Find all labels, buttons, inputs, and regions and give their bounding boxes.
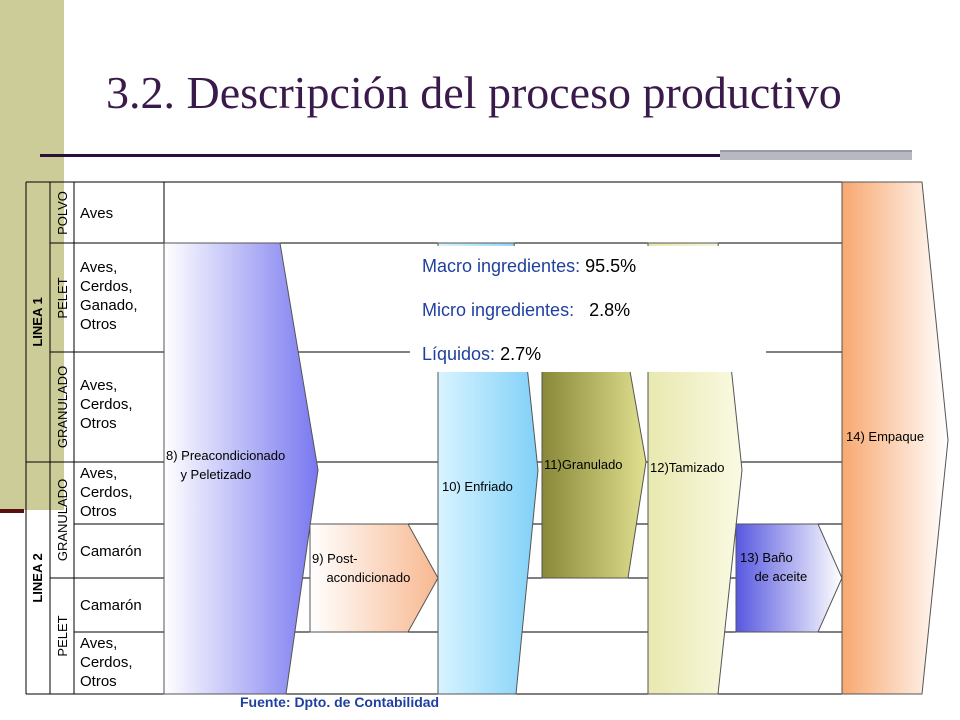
animal-cell: Aves, Cerdos, Otros xyxy=(80,377,137,432)
type-polvo-label: POLVO xyxy=(55,191,70,235)
process-13-shape xyxy=(735,523,843,633)
type-pelet-label: PELET xyxy=(55,277,70,318)
process-12-label: 12)Tamizado xyxy=(650,460,724,475)
process-8-shape xyxy=(163,242,319,695)
ingredient-liquids: Líquidos: 2.7% xyxy=(422,344,542,364)
sidebar-band xyxy=(0,0,64,510)
animal-cell: Aves, Cerdos, Otros xyxy=(80,465,137,520)
animal-cell: Aves xyxy=(80,205,113,222)
type-granulado-label: GRANULADO xyxy=(55,366,70,448)
line-2-label: LINEA 2 xyxy=(30,553,45,602)
title-underline xyxy=(40,154,720,157)
process-11-label: 11)Granulado xyxy=(544,457,623,472)
animal-cell: Camarón xyxy=(80,543,142,560)
process-9-label: 9) Post- acondicionado xyxy=(0,0,421,585)
accent-rule xyxy=(0,509,24,513)
ingredient-macro: Macro ingredientes: 95.5% xyxy=(422,256,637,276)
line-1-label: LINEA 1 xyxy=(30,297,45,346)
process-13-label: 13) Baño de aceite xyxy=(740,550,807,584)
ingredient-micro: Micro ingredientes: 2.8% xyxy=(422,300,631,320)
animal-cell: Camarón xyxy=(80,597,142,614)
process-10-label: 10) Enfriado xyxy=(442,479,513,494)
title-underline-accent xyxy=(720,150,912,160)
animal-cell: Aves, Cerdos, Ganado, Otros xyxy=(80,259,142,333)
source-note: Fuente: Dpto. de Contabilidad xyxy=(240,694,440,710)
process-9-shape xyxy=(309,523,439,633)
type-pelet-label: PELET xyxy=(55,615,70,656)
process-8-label: 8) Preacondicionado y Peletizado xyxy=(0,0,303,482)
process-14-shape xyxy=(841,181,949,695)
type-granulado-label: GRANULADO xyxy=(55,479,70,561)
ingredients-box xyxy=(410,246,766,372)
process-14-label: 14) Empaque xyxy=(846,429,924,444)
animal-cell: Aves, Cerdos, Otros xyxy=(80,635,137,690)
slide-title: 3.2. Descripción del proceso productivo xyxy=(106,67,842,118)
